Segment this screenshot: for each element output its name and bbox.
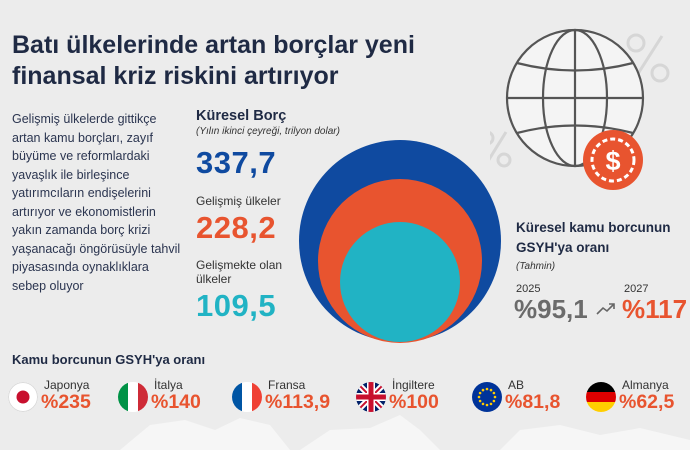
public-debt-title-line-1: Küresel kamu borcunun [516,220,671,235]
global-debt-total: 337,7 [196,145,277,180]
country-value: %235 [41,391,91,413]
emerging-circle [340,222,460,342]
japan-flag-icon [8,382,38,412]
developed-label: Gelişmiş ülkeler [196,194,281,208]
page-title: Batı ülkelerinde artan borçlar yeni fina… [12,31,415,90]
country-name: Fransa [268,378,306,392]
country-value: %81,8 [505,391,561,413]
country-value: %100 [389,391,439,413]
intro-paragraph: Gelişmiş ülkelerde gittikçe artan kamu b… [12,112,181,293]
country-name: İngiltere [392,378,435,392]
year-2027: 2027 [624,283,649,295]
public-debt-title-line-2: GSYH'ya oranı [516,240,610,255]
emerging-label-1: Gelişmekte olan [196,258,283,272]
emerging-value: 109,5 [196,288,277,323]
country-uk: İngiltere %100 [356,378,466,418]
value-2025: %95,1 [514,294,588,324]
year-2025: 2025 [516,283,541,295]
trend-arrow-icon [596,303,615,315]
country-italy: İtalya %140 [118,378,228,418]
eu-flag-icon [472,382,502,412]
dollar-coin-icon: $ [583,130,643,190]
country-france: Fransa %113,9 [232,378,347,418]
global-debt-title: Küresel Borç [196,108,287,124]
country-value: %113,9 [265,391,331,413]
nested-circles-graphic [299,140,501,343]
country-eu: AB %81,8 [472,378,577,418]
france-flag-icon [232,382,262,412]
svg-text:$: $ [605,146,620,176]
uk-flag-icon [356,382,386,412]
value-2027: %117 [622,294,688,324]
country-germany: Almanya %62,5 [586,378,690,418]
country-value: %140 [151,391,201,413]
public-debt-subtitle: (Tahmin) [516,261,556,272]
emerging-label-2: ülkeler [196,272,232,286]
country-name: AB [508,378,525,392]
countries-title: Kamu borcunun GSYH'ya oranı [12,352,206,367]
italy-flag-icon [118,382,148,412]
developed-value: 228,2 [196,210,277,245]
country-name: İtalya [154,378,183,392]
germany-flag-icon [586,382,616,412]
country-value: %62,5 [619,391,675,413]
country-name: Japonya [44,378,90,392]
globe-illustration: $ [490,28,670,190]
global-debt-subtitle: (Yılın ikinci çeyreği, trilyon dolar) [196,126,340,137]
country-name: Almanya [622,378,669,392]
percent-icon [490,33,670,168]
country-japan: Japonya %235 [8,378,118,418]
public-debt-title: Küresel kamu borcunun GSYH'ya oranı [516,218,671,258]
